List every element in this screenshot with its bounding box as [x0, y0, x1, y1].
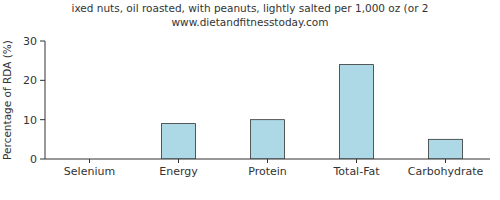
bar — [251, 120, 285, 159]
x-tick-label: Total-Fat — [332, 165, 380, 178]
y-axis — [45, 41, 46, 159]
title: ixed nuts, oil roasted, with peanuts, li… — [72, 2, 429, 14]
bar — [340, 65, 374, 159]
bar — [162, 124, 196, 159]
chart: ixed nuts, oil roasted, with peanuts, li… — [0, 0, 500, 200]
x-tick — [356, 159, 357, 163]
y-axis-label: Percentage of RDA (%) — [1, 40, 13, 160]
y-tick-label: 0 — [30, 153, 37, 166]
x-tick — [89, 159, 90, 163]
chart-svg: ixed nuts, oil roasted, with peanuts, li… — [0, 0, 500, 200]
x-tick-label: Carbohydrate — [408, 165, 484, 178]
x-tick-label: Selenium — [64, 165, 115, 178]
y-tick-label: 30 — [23, 35, 37, 48]
y-tick — [40, 119, 45, 120]
y-tick — [40, 41, 45, 42]
y-tick-label: 20 — [23, 74, 37, 87]
subtitle: www.dietandfitnesstoday.com — [172, 16, 329, 28]
x-tick — [267, 159, 268, 163]
x-tick-label: Protein — [248, 165, 287, 178]
bar — [429, 139, 463, 159]
x-tick-label: Energy — [159, 165, 198, 178]
bars — [162, 65, 463, 159]
y-tick — [40, 80, 45, 81]
x-tick — [445, 159, 446, 163]
x-tick — [178, 159, 179, 163]
y-tick — [40, 159, 45, 160]
y-tick-label: 10 — [23, 114, 37, 127]
